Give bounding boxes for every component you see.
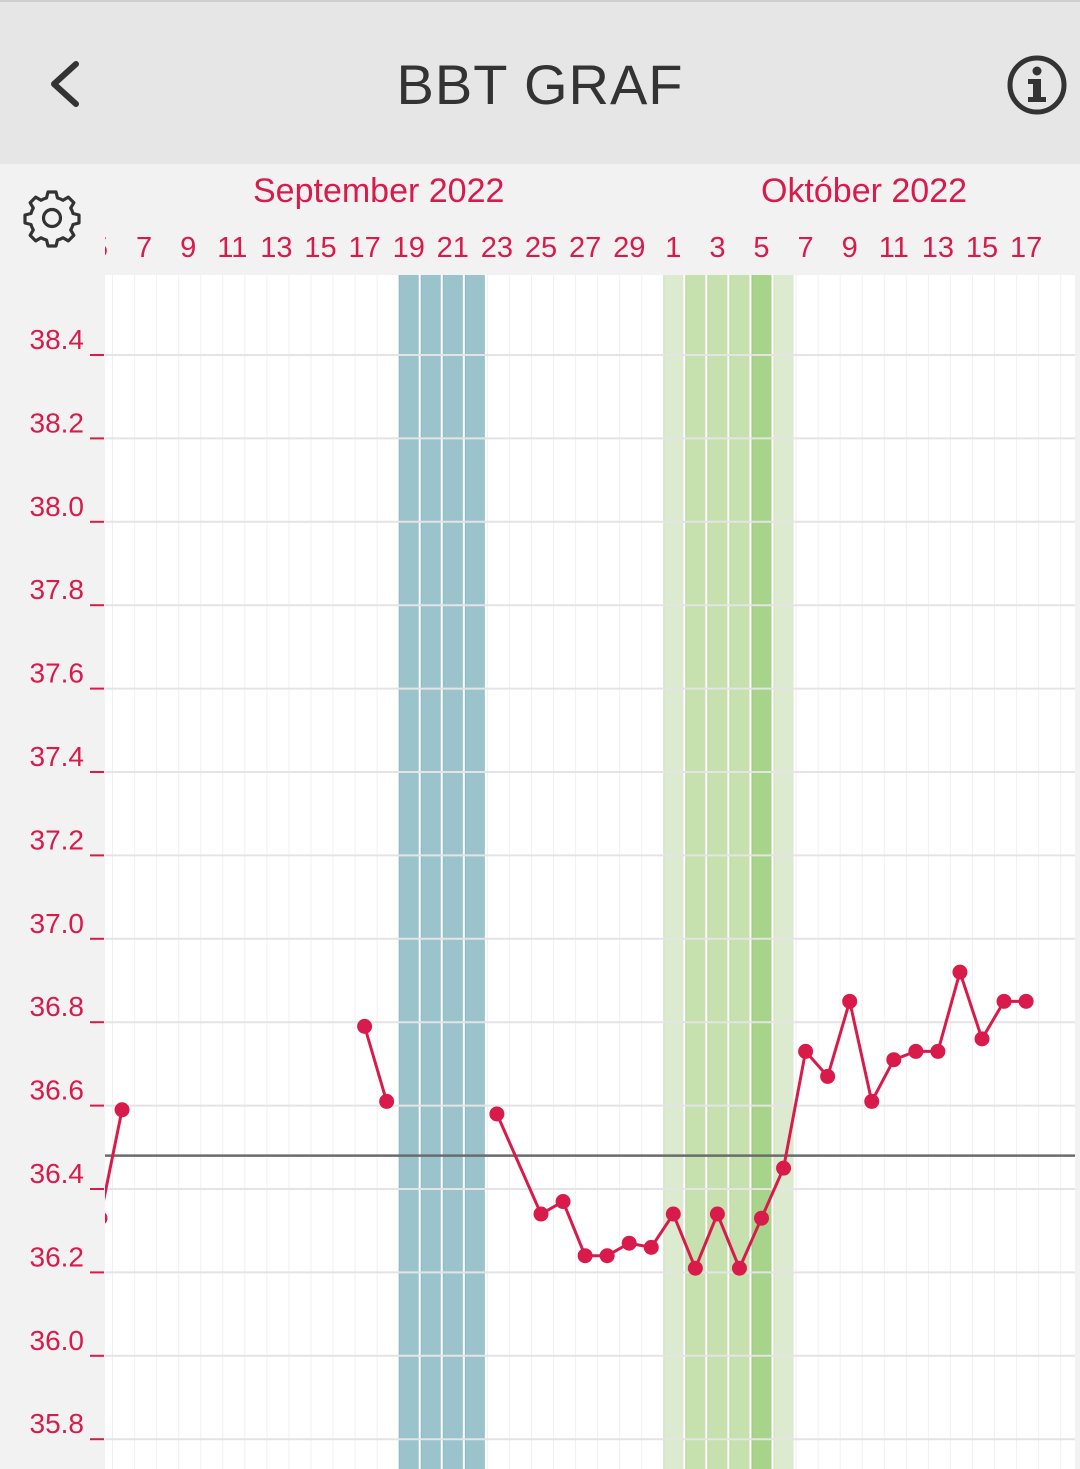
app-bar: BBT GRAF bbox=[0, 0, 1080, 164]
y-tick-label: 38.2 bbox=[30, 407, 85, 438]
temperature-point bbox=[996, 993, 1012, 1009]
temperature-point bbox=[776, 1160, 792, 1176]
chevron-left-icon[interactable] bbox=[40, 54, 100, 114]
x-tick-label: 17 bbox=[1010, 232, 1042, 264]
y-tick-label: 37.4 bbox=[30, 741, 85, 772]
x-tick-label: 25 bbox=[525, 232, 557, 264]
temperature-point bbox=[577, 1248, 593, 1264]
x-tick-label: 11 bbox=[879, 232, 909, 264]
y-tick-label: 36.8 bbox=[30, 991, 85, 1022]
y-tick-label: 35.8 bbox=[30, 1408, 85, 1439]
temperature-point bbox=[555, 1194, 571, 1210]
x-tick-label: 7 bbox=[798, 232, 814, 264]
temperature-point bbox=[709, 1206, 725, 1222]
y-tick-label: 36.4 bbox=[30, 1158, 85, 1189]
x-tick-label: 15 bbox=[304, 232, 336, 264]
x-tick-label: 9 bbox=[842, 232, 858, 264]
temperature-point bbox=[114, 1102, 130, 1118]
gear-icon[interactable] bbox=[22, 188, 82, 248]
temperature-point bbox=[599, 1248, 615, 1264]
x-tick-label: 5 bbox=[753, 232, 769, 264]
x-tick-label: 1 bbox=[665, 232, 681, 264]
temperature-point bbox=[864, 1093, 880, 1109]
temperature-point bbox=[908, 1043, 924, 1059]
temperature-point bbox=[687, 1260, 703, 1276]
month-label-september: September 2022 bbox=[253, 172, 505, 210]
temperature-point bbox=[974, 1031, 990, 1047]
plot-area bbox=[105, 275, 1075, 1469]
x-tick-label: 3 bbox=[709, 232, 725, 264]
x-tick-label: 5 bbox=[92, 232, 108, 264]
temperature-point bbox=[643, 1239, 659, 1255]
y-tick-label: 36.6 bbox=[30, 1075, 85, 1106]
temperature-point bbox=[731, 1260, 747, 1276]
temperature-point bbox=[489, 1106, 505, 1122]
x-tick-label: 27 bbox=[569, 232, 601, 264]
temperature-point bbox=[842, 993, 858, 1009]
page-title: BBT GRAF bbox=[396, 53, 684, 116]
temperature-point bbox=[1018, 993, 1034, 1009]
y-tick-label: 37.8 bbox=[30, 574, 85, 605]
temperature-point bbox=[930, 1043, 946, 1059]
temperature-point bbox=[665, 1206, 681, 1222]
x-tick-label: 9 bbox=[180, 232, 196, 264]
x-tick-label: 13 bbox=[260, 232, 292, 264]
temperature-point bbox=[886, 1052, 902, 1068]
info-circle-icon[interactable] bbox=[1006, 54, 1068, 116]
temperature-point bbox=[621, 1235, 637, 1251]
temperature-line bbox=[363, 1025, 389, 1102]
x-tick-label: 15 bbox=[966, 232, 998, 264]
temperature-point bbox=[533, 1206, 549, 1222]
temperature-point bbox=[754, 1210, 769, 1226]
x-tick-label: 7 bbox=[136, 232, 152, 264]
fertile-window-mid bbox=[684, 275, 751, 1469]
x-tick-label: 19 bbox=[393, 232, 425, 264]
fertile-window-peak bbox=[750, 275, 773, 1469]
x-tick-label: 21 bbox=[437, 232, 469, 264]
month-label-october: Október 2022 bbox=[761, 172, 968, 210]
y-tick-label: 37.0 bbox=[30, 908, 85, 939]
y-tick-label: 38.0 bbox=[30, 491, 85, 522]
temperature-point bbox=[798, 1043, 814, 1059]
x-axis-labels: 5 7 9 11 13 15 17 19 21 23 25 27 29 1 3 5 7 9 11 13 15 17 bbox=[92, 232, 1042, 264]
x-tick-label: 29 bbox=[613, 232, 645, 264]
x-tick-label: 17 bbox=[348, 232, 380, 264]
x-tick-label: 13 bbox=[922, 232, 954, 264]
y-tick-label: 38.4 bbox=[30, 324, 85, 355]
y-tick-label: 36.2 bbox=[30, 1241, 85, 1272]
temperature-point bbox=[357, 1018, 373, 1034]
temperature-point bbox=[105, 1212, 108, 1224]
x-tick-label: 23 bbox=[481, 232, 513, 264]
y-tick-label: 37.2 bbox=[30, 824, 85, 855]
y-tick-label: 37.6 bbox=[30, 658, 85, 689]
temperature-line bbox=[105, 1109, 124, 1202]
temperature-point bbox=[379, 1093, 395, 1109]
temperature-point bbox=[952, 964, 968, 980]
x-tick-label: 11 bbox=[217, 232, 247, 264]
temperature-point bbox=[820, 1068, 836, 1084]
y-tick-label: 36.0 bbox=[30, 1325, 85, 1356]
